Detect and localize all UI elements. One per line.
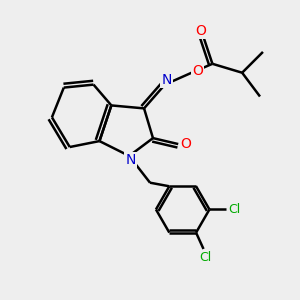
Text: O: O bbox=[195, 23, 206, 38]
Text: O: O bbox=[180, 137, 191, 151]
Text: Cl: Cl bbox=[229, 203, 241, 216]
Text: O: O bbox=[192, 64, 203, 78]
Text: N: N bbox=[161, 73, 172, 87]
Text: N: N bbox=[125, 153, 136, 167]
Text: Cl: Cl bbox=[199, 251, 211, 264]
